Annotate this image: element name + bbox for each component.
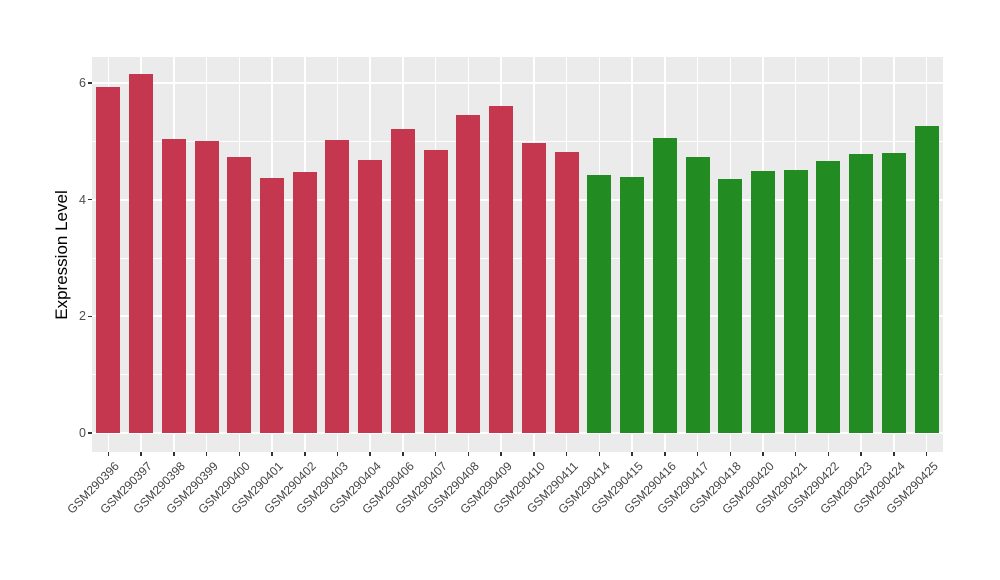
minor-gridline [92,257,943,259]
major-gridline [92,198,943,201]
x-tick-mark [664,452,666,456]
bar [292,171,317,433]
x-tick-mark [107,452,110,456]
x-tick-mark [729,452,731,456]
y-tick-label: 6 [79,76,86,90]
bar [881,153,906,433]
x-tick-mark [271,452,273,456]
x-tick-mark [565,452,568,456]
bar [783,169,808,433]
y-axis-title: Expression Level [52,190,71,320]
major-gridline [92,432,943,434]
bar [358,160,383,433]
x-tick-mark [467,452,470,456]
x-tick-mark [500,452,502,456]
y-tick-label: 0 [79,426,86,440]
minor-gridline [92,374,943,376]
y-tick-label: 4 [79,192,86,207]
y-tick-label: 2 [79,309,86,324]
bar [914,125,939,433]
bar [390,129,415,433]
x-tick-mark [925,452,928,456]
x-tick-mark [598,452,601,456]
bar [587,175,612,433]
x-tick-mark [173,452,175,456]
bar [816,161,841,433]
bar [96,86,121,433]
bar [849,154,874,433]
bar [325,140,350,433]
bar [620,176,645,433]
major-gridline [92,82,943,84]
x-tick-mark [893,452,895,456]
bar [554,152,579,433]
bar [260,177,285,433]
x-tick-mark [434,452,437,456]
bar [194,140,219,433]
bar [489,105,514,433]
x-tick-mark [336,452,339,456]
bar [227,156,252,433]
x-tick-mark [369,452,371,456]
y-tick-mark [88,82,92,84]
plot-panel [92,57,943,452]
y-tick-mark [88,315,92,318]
bar [456,114,481,433]
bar [652,138,677,433]
x-tick-mark [827,452,830,456]
major-gridline [92,315,943,318]
x-tick-mark [533,452,535,456]
minor-gridline [92,140,943,142]
y-tick-mark [88,432,92,434]
x-tick-mark [238,452,241,456]
x-tick-mark [762,452,764,456]
x-tick-mark [205,452,208,456]
x-tick-mark [696,452,699,456]
bar [521,143,546,433]
bar [129,74,154,433]
bar [161,139,186,433]
x-tick-mark [402,452,404,456]
x-tick-mark [860,452,862,456]
bar [750,170,775,433]
bar [718,178,743,433]
x-tick-mark [304,452,306,456]
x-tick-mark [631,452,633,456]
bar [423,149,448,433]
bar [685,157,710,433]
y-tick-mark [88,198,92,201]
x-tick-mark [140,452,142,456]
x-tick-mark [794,452,797,456]
